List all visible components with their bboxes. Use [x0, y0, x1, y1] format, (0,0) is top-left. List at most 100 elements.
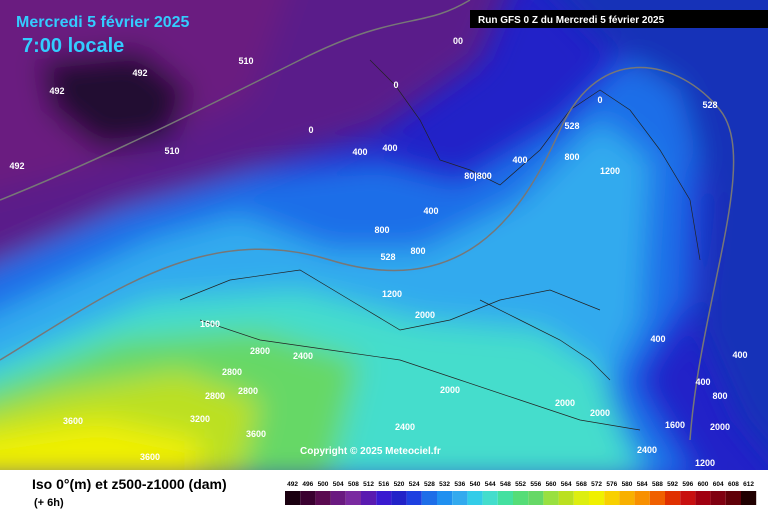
- map-label: 0: [597, 95, 602, 105]
- map-label: 3600: [246, 429, 266, 439]
- scale-swatch: [452, 491, 468, 505]
- scale-swatch: [421, 491, 437, 505]
- scale-label: 512: [363, 481, 374, 488]
- scale-swatch: [741, 491, 757, 505]
- scale-swatch: [376, 491, 392, 505]
- scale-label: 556: [530, 481, 541, 488]
- scale-swatch: [665, 491, 681, 505]
- map-label: 400: [650, 334, 665, 344]
- legend-step: (+ 6h): [34, 497, 64, 509]
- scale-label: 604: [713, 481, 724, 488]
- legend-title: Iso 0°(m) et z500-z1000 (dam): [32, 476, 227, 492]
- scale-label: 508: [348, 481, 359, 488]
- map-label: 2400: [395, 422, 415, 432]
- map-label: 400: [512, 155, 527, 165]
- scale-label: 576: [606, 481, 617, 488]
- scale-swatch: [467, 491, 483, 505]
- scale-swatch: [680, 491, 696, 505]
- scale-label: 540: [470, 481, 481, 488]
- scale-swatch: [649, 491, 665, 505]
- map-label: 492: [132, 68, 147, 78]
- scale-swatch: [513, 491, 529, 505]
- scale-label: 592: [667, 481, 678, 488]
- scale-swatch: [573, 491, 589, 505]
- map-label: 510: [238, 56, 253, 66]
- map-label: 400: [352, 147, 367, 157]
- scale-label: 596: [682, 481, 693, 488]
- scale-label: 572: [591, 481, 602, 488]
- map-label: 400: [695, 377, 710, 387]
- map-label: 528: [380, 252, 395, 262]
- scale-label: 584: [637, 481, 648, 488]
- scale-swatch: [634, 491, 650, 505]
- map-label: 1200: [600, 166, 620, 176]
- map-label: 528: [702, 100, 717, 110]
- copyright: Copyright © 2025 Meteociel.fr: [300, 446, 441, 457]
- scale-swatch: [695, 491, 711, 505]
- map-label: 1600: [665, 420, 685, 430]
- scale-swatch: [361, 491, 377, 505]
- scale-swatch: [725, 491, 741, 505]
- run-label: Run GFS 0 Z du Mercredi 5 février 2025: [478, 15, 665, 26]
- map-label: 2400: [637, 445, 657, 455]
- scale-label: 600: [698, 481, 709, 488]
- scale-label: 516: [378, 481, 389, 488]
- map-label: 800: [374, 225, 389, 235]
- scale-label: 524: [409, 481, 420, 488]
- time-label: 7:00 locale: [22, 35, 124, 57]
- map-label: 2400: [293, 351, 313, 361]
- scale-label: 548: [500, 481, 511, 488]
- map-label: 2000: [415, 310, 435, 320]
- scale-swatch: [315, 491, 331, 505]
- scale-swatch: [528, 491, 544, 505]
- map-label: 492: [9, 161, 24, 171]
- map-label: 2800: [205, 391, 225, 401]
- map-label: 2000: [440, 385, 460, 395]
- scale-label: 528: [424, 481, 435, 488]
- map-label: 2800: [222, 367, 242, 377]
- map-label: 80|800: [464, 171, 492, 181]
- scale-swatch: [558, 491, 574, 505]
- scale-label: 496: [302, 481, 313, 488]
- map-label: 1200: [382, 289, 402, 299]
- map-label: 400: [423, 206, 438, 216]
- scale-swatch: [300, 491, 316, 505]
- scale-swatch: [710, 491, 726, 505]
- scale-swatch: [437, 491, 453, 505]
- map-label: 400: [382, 143, 397, 153]
- map-label: 492: [49, 86, 64, 96]
- scale-label: 492: [287, 481, 298, 488]
- scale-label: 560: [546, 481, 557, 488]
- scale-label: 532: [439, 481, 450, 488]
- scale-label: 552: [515, 481, 526, 488]
- scale-swatch: [391, 491, 407, 505]
- scale-swatch: [604, 491, 620, 505]
- map-label: 528: [564, 121, 579, 131]
- scale-label: 504: [333, 481, 344, 488]
- run-banner: [470, 10, 768, 28]
- scale-swatch: [619, 491, 635, 505]
- scale-swatch: [482, 491, 498, 505]
- map-label: 2800: [238, 386, 258, 396]
- scale-swatch: [406, 491, 422, 505]
- scale-swatch: [285, 491, 301, 505]
- map-label: 800: [712, 391, 727, 401]
- scale-label: 608: [728, 481, 739, 488]
- scale-label: 580: [622, 481, 633, 488]
- scale-swatch: [345, 491, 361, 505]
- map-label: 0: [308, 125, 313, 135]
- map-label: 1600: [200, 319, 220, 329]
- scale-label: 544: [485, 481, 496, 488]
- coastlines: [179, 59, 701, 431]
- map-label: 800: [564, 152, 579, 162]
- scale-label: 520: [394, 481, 405, 488]
- map-label: 2000: [590, 408, 610, 418]
- date-label: Mercredi 5 février 2025: [16, 14, 190, 31]
- scale-label: 568: [576, 481, 587, 488]
- map-label: 2000: [555, 398, 575, 408]
- map-label: 400: [732, 350, 747, 360]
- scale-label: 500: [318, 481, 329, 488]
- map-label: 3200: [190, 414, 210, 424]
